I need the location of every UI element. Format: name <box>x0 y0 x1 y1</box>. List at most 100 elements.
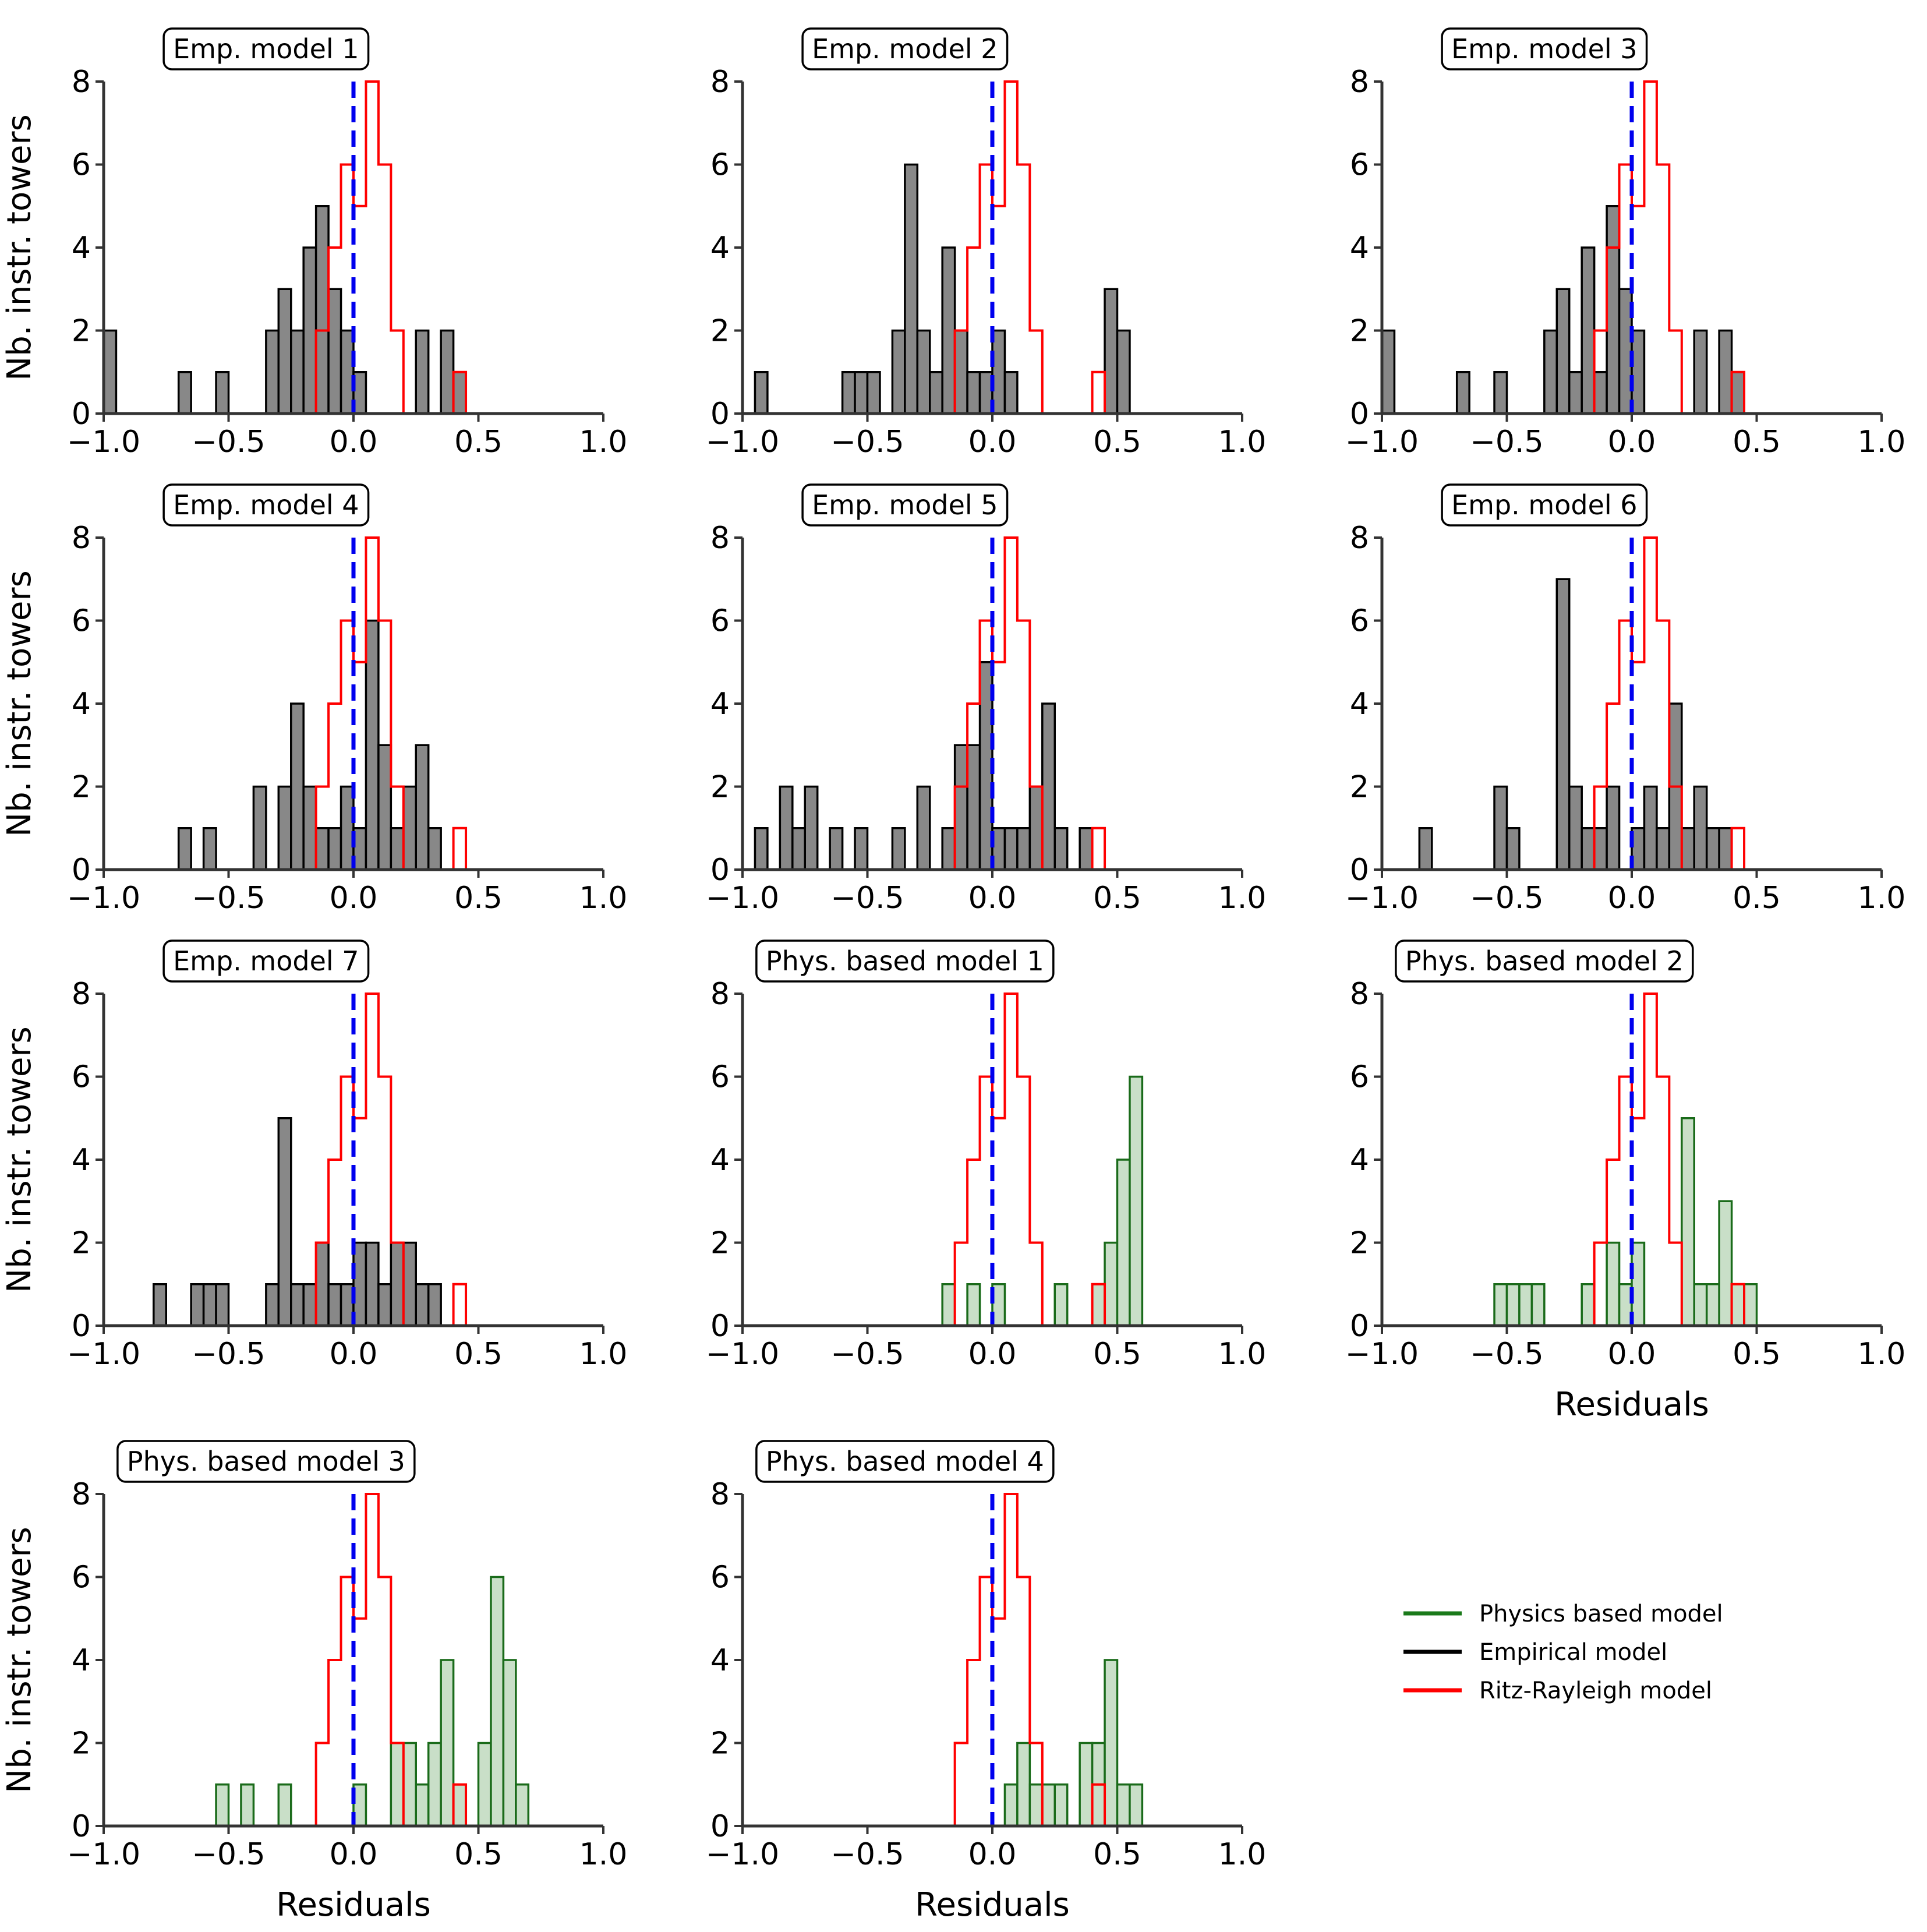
panel: −1.0 −0.5 0.0 0.5 1.0 0 2 4 6 8 Residuals Phys. bas… <box>1345 939 1906 1424</box>
histogram-bar <box>402 1241 417 1327</box>
histogram-bar <box>377 744 393 871</box>
histogram-bar <box>452 371 467 415</box>
y-axis-label: Nb. instr. towers <box>1 1527 38 1793</box>
histogram-bar <box>891 329 906 415</box>
x-tick-label: 0.5 <box>454 1837 503 1872</box>
histogram-bar <box>365 619 380 871</box>
y-tick-label: 0 <box>710 1309 730 1344</box>
histogram-bar <box>502 1659 517 1827</box>
histogram-bar <box>377 1283 393 1327</box>
x-tick-label: 1.0 <box>1858 1337 1906 1372</box>
y-tick-label: 0 <box>710 853 730 888</box>
histogram-bar <box>1606 785 1621 871</box>
histogram-bar <box>916 329 931 415</box>
histogram-bar <box>440 1659 455 1827</box>
histogram-bar <box>177 371 192 415</box>
x-axis-label: Residuals <box>1554 1386 1709 1424</box>
histogram-bar <box>779 785 794 871</box>
histogram-bar <box>1743 1283 1758 1327</box>
histogram-bar <box>754 371 769 415</box>
y-tick-label: 2 <box>1350 314 1369 349</box>
histogram-bar <box>202 1283 217 1327</box>
x-tick-label: 0.0 <box>1608 1337 1656 1372</box>
y-tick-label: 4 <box>1350 1143 1369 1178</box>
x-tick-label: −0.5 <box>1470 881 1543 916</box>
y-tick-label: 6 <box>1350 604 1369 639</box>
x-tick-label: 0.0 <box>330 881 378 916</box>
histogram-bar <box>102 329 118 415</box>
histogram-bar <box>1505 827 1521 871</box>
y-tick-label: 0 <box>710 397 730 432</box>
histogram-bar <box>1104 1659 1119 1827</box>
y-tick-label: 4 <box>1350 687 1369 722</box>
x-tick-label: 0.0 <box>968 1837 1017 1872</box>
x-tick-label: 0.5 <box>1093 1837 1141 1872</box>
histogram-bar <box>477 1742 492 1827</box>
histogram-bar <box>215 1283 230 1327</box>
histogram-bar <box>452 1783 467 1827</box>
histogram-bar <box>916 785 931 871</box>
panel: −1.0 −0.5 0.0 0.5 1.0 0 2 4 6 8 Emp. model 2 <box>706 27 1267 460</box>
y-tick-label: 2 <box>710 1226 730 1261</box>
panel-title: Emp. model 2 <box>812 33 998 65</box>
y-tick-label: 0 <box>72 1809 91 1844</box>
histogram-bar <box>854 371 869 415</box>
histogram-bar <box>966 1283 981 1327</box>
histogram-bar <box>240 1783 255 1827</box>
histogram-bar <box>891 827 906 871</box>
x-tick-label: −0.5 <box>830 1837 904 1872</box>
panel: −1.0 −0.5 0.0 0.5 1.0 0 2 4 6 8 Emp. model 3 <box>1345 27 1905 460</box>
ritz-rayleigh-step <box>953 993 1106 1327</box>
legend-label: Ritz-Rayleigh model <box>1479 1677 1712 1704</box>
x-tick-label: −0.5 <box>192 1837 265 1872</box>
x-tick-label: −1.0 <box>67 1337 140 1372</box>
histogram-bar <box>277 785 292 871</box>
y-tick-label: 6 <box>710 604 730 639</box>
x-tick-label: 0.5 <box>1093 1337 1141 1372</box>
panel-title-box <box>1441 27 1648 70</box>
panel-title: Phys. based model 4 <box>766 1446 1044 1477</box>
x-tick-label: 0.0 <box>1608 881 1656 916</box>
panel-title-box <box>755 1440 1055 1483</box>
histogram-bar <box>1705 827 1720 871</box>
histogram-bar <box>1643 785 1658 871</box>
histogram-bar <box>1606 1241 1621 1327</box>
histogram-bar <box>966 371 981 415</box>
y-tick-label: 2 <box>72 1726 91 1761</box>
y-tick-label: 2 <box>1350 770 1369 805</box>
histogram-bar <box>302 246 317 415</box>
y-tick-label: 6 <box>72 1560 91 1595</box>
histogram-bar <box>929 371 943 415</box>
histogram-bar <box>390 1742 405 1827</box>
histogram-bar <box>804 785 819 871</box>
histogram-bar <box>953 329 968 415</box>
y-tick-label: 6 <box>72 1060 91 1095</box>
x-tick-label: 1.0 <box>579 1337 628 1372</box>
histogram-bar <box>365 1241 380 1327</box>
y-tick-label: 6 <box>710 1060 730 1095</box>
histogram-bar <box>1730 371 1745 415</box>
histogram-bar <box>941 246 956 415</box>
histogram-bar <box>314 205 330 415</box>
histogram-bar <box>1518 1283 1533 1327</box>
x-axis-label: Residuals <box>276 1886 431 1924</box>
panel-title: Emp. model 1 <box>173 33 359 65</box>
x-tick-label: 1.0 <box>1218 425 1267 460</box>
x-tick-label: 1.0 <box>579 1837 628 1872</box>
y-tick-label: 2 <box>710 314 730 349</box>
y-tick-label: 2 <box>1350 1226 1369 1261</box>
y-tick-label: 4 <box>1350 231 1369 266</box>
histogram-bar <box>1568 371 1583 415</box>
histogram-bar <box>1116 1159 1131 1327</box>
y-tick-label: 8 <box>1350 977 1369 1012</box>
y-axis-label: Nb. instr. towers <box>1 570 38 836</box>
histogram-bar <box>1079 827 1094 871</box>
x-tick-label: −1.0 <box>67 1837 140 1872</box>
histogram-bar <box>941 827 956 871</box>
histogram-bar <box>1505 1283 1521 1327</box>
histogram-bar <box>1555 578 1571 871</box>
y-tick-label: 6 <box>72 604 91 639</box>
histogram-bar <box>966 744 981 871</box>
histogram-bar <box>277 288 292 415</box>
